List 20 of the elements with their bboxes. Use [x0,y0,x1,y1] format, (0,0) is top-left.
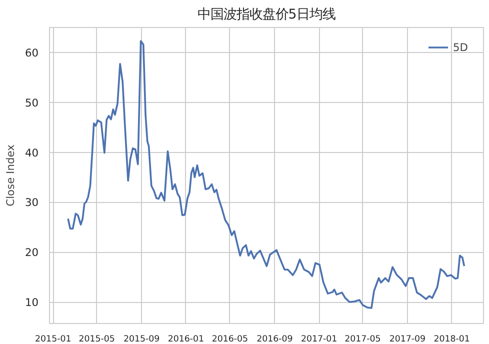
x-tick-label: 2015-01 [35,334,72,344]
y-tick-label: 60 [24,46,39,60]
chart-title: 中国波指收盘价5日均线 [197,8,336,22]
y-tick-label: 40 [24,146,39,160]
x-tick-label: 2016-05 [212,334,248,344]
y-tick-label: 30 [24,196,39,210]
x-tick-label: 2015-09 [123,334,160,344]
y-axis-title: Close Index [4,144,17,206]
x-tick-label: 2015-05 [78,334,115,344]
y-tick-label: 10 [24,296,39,310]
line-series [67,40,466,309]
legend-label: 5D [453,40,469,54]
x-tick-label: 2017-01 [300,334,338,344]
y-tick-label: 50 [24,96,39,110]
x-tick-label: 2016-09 [256,334,293,344]
x-tick-label: 2017-09 [389,334,426,344]
x-tick-label: 2017-05 [344,334,381,344]
y-tick-label: 20 [24,246,39,260]
x-tick-label: 2018-01 [434,334,470,344]
x-tick-label: 2016-01 [168,334,204,344]
